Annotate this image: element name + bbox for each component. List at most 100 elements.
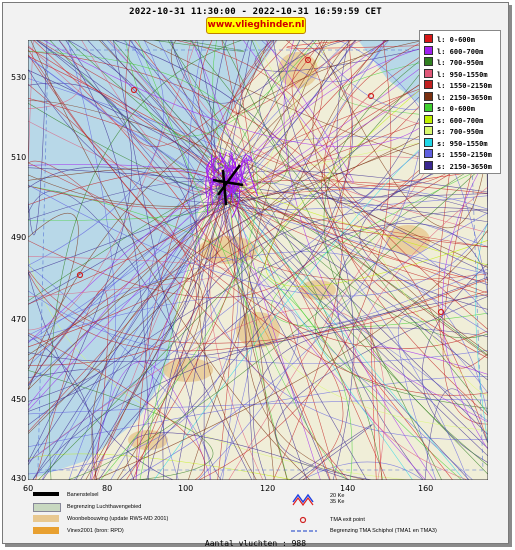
legend-swatch [424,57,433,66]
flight-track [28,162,344,480]
flight-track [28,277,203,480]
flight-track [246,157,259,197]
flight-track [28,48,488,350]
flight-track [67,40,289,184]
flight-track [275,296,488,480]
legend-tma-boundary: Begrenzing TMA Schiphol (TMA1 en TMA3) [330,528,437,534]
flight-track [188,40,488,440]
legend-noise-contours: 20 Ke 35 Ke [330,493,345,505]
flight-track [28,83,197,366]
flight-track [205,162,220,186]
legend-label: s: 2150-3650m [437,162,492,171]
legend-label: s: 600-700m [437,116,484,125]
flight-track [28,188,223,344]
flight-track [28,186,488,388]
legend-label: s: 0-600m [437,105,475,113]
flight-track [314,158,488,409]
flight-track [28,185,231,385]
flight-track [28,198,225,391]
flight-track [125,40,317,137]
flight-track [336,209,488,480]
flight-track [28,160,349,480]
y-tick-510: 510 [11,153,27,162]
flight-track [122,40,468,480]
flight-track [112,40,488,339]
flight-track [442,155,488,450]
flight-track [198,40,392,480]
y-tick-430: 430 [11,474,27,483]
flight-track [424,388,488,480]
legend-item: l: 0-600m [424,34,475,45]
flight-track [219,164,228,202]
flight-track [28,264,211,480]
flight-track [232,198,337,480]
legend-swatch [424,114,433,124]
flight-track [28,270,488,352]
flight-track [28,307,386,480]
contour-lines-icon [292,493,314,506]
flight-track [28,453,295,480]
flight-track [28,255,413,480]
flight-track [28,40,82,109]
flight-track [28,195,230,274]
flight-track [28,189,232,343]
flight-track [28,40,34,181]
legend-label: l: 1550-2150m [437,82,492,90]
runway-system [212,164,244,206]
flight-track [211,177,222,186]
flight-track [370,321,383,480]
flight-track [237,182,488,266]
flight-track [216,183,368,480]
period-title: 2022-10-31 11:30:00 - 2022-10-31 16:59:5… [129,7,382,17]
flight-track [223,183,308,480]
flight-track [258,40,488,274]
flight-track [35,289,109,480]
legend-exit-point: TMA exit point [330,517,365,523]
legend-item: s: 0-600m [424,103,475,114]
x-tick-120: 120 [260,484,276,493]
flight-track [237,197,488,356]
vinex-swatch [33,527,59,534]
legend-swatch [424,68,433,78]
legend-swatch [424,149,433,158]
flight-track [28,40,201,412]
urban-swatch [33,515,59,522]
legend-label: s: 950-1550m [437,139,488,148]
legend-item: l: 2150-3650m [424,91,492,103]
flight-track [28,376,488,448]
flight-track [421,263,488,463]
flight-track [139,183,229,480]
legend-item: s: 600-700m [424,114,484,126]
flight-track [233,178,243,192]
legend-label: l: 0-600m [437,36,475,44]
flight-track [215,40,350,193]
legend-swatch [424,126,433,135]
airport-area-swatch [33,503,61,512]
x-tick-60: 60 [23,484,34,493]
legend-airport-area: Begrenzing Luchthavengebied [67,504,142,510]
flight-track [211,166,224,206]
legend-label: l: 600-700m [437,47,484,56]
tma-boundary-icon [291,530,317,532]
flight-track [113,40,222,480]
flight-track [28,184,488,297]
legend-vinex: Vinex2001 (bron: RPD) [67,528,124,534]
flight-track [80,189,232,480]
flight-track [236,187,255,480]
map-frame: 2022-10-31 11:30:00 - 2022-10-31 16:59:5… [2,2,509,548]
flight-track [32,294,488,480]
flight-track [28,40,353,298]
y-tick-470: 470 [11,315,27,324]
x-tick-80: 80 [102,484,113,493]
website-badge[interactable]: www.vlieghinder.nl [206,17,306,34]
flight-track [66,161,488,480]
legend-label: s: 700-950m [437,128,484,136]
flight-track [254,40,488,396]
legend-swatch [424,160,433,170]
flight-track [321,40,488,359]
flight-track [28,78,488,316]
flight-track [49,40,244,480]
flight-track [28,171,241,480]
flight-track [209,40,488,282]
flight-track [93,229,488,480]
